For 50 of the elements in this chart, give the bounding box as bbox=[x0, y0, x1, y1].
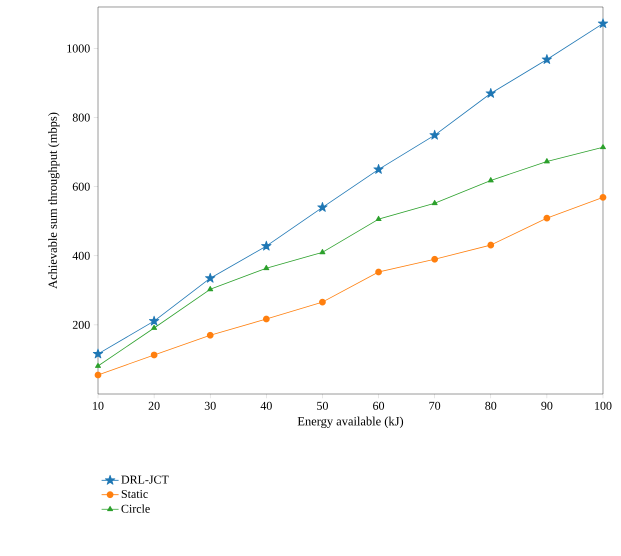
legend-label: Static bbox=[122, 490, 148, 498]
x-tick-label: 70 bbox=[429, 402, 440, 410]
point bbox=[262, 316, 270, 322]
point bbox=[317, 202, 328, 212]
point bbox=[488, 177, 494, 182]
point bbox=[263, 264, 270, 270]
point bbox=[319, 248, 326, 254]
point bbox=[373, 164, 384, 174]
x-tick-label: 60 bbox=[373, 402, 384, 410]
point bbox=[543, 214, 550, 222]
point bbox=[94, 372, 102, 378]
x-tick-label: 30 bbox=[204, 402, 216, 410]
point bbox=[544, 158, 550, 164]
x-axis-title: Energy available (kJ) bbox=[298, 416, 404, 428]
x-tick-label: 50 bbox=[317, 402, 328, 410]
x-tick-label: 90 bbox=[541, 402, 552, 410]
y-tick-label: 400 bbox=[72, 252, 90, 260]
point bbox=[430, 130, 440, 140]
point bbox=[600, 194, 606, 201]
point bbox=[205, 272, 216, 283]
x-tick-label: 10 bbox=[93, 402, 104, 410]
legend-label: Circle bbox=[121, 504, 150, 513]
point bbox=[95, 362, 101, 368]
point bbox=[600, 144, 606, 150]
point bbox=[542, 54, 552, 64]
point bbox=[375, 268, 382, 276]
point bbox=[319, 298, 326, 306]
x-tick-label: 100 bbox=[595, 402, 612, 410]
point bbox=[207, 286, 214, 292]
y-tick-label: 1000 bbox=[67, 44, 90, 52]
point bbox=[598, 18, 608, 28]
point bbox=[487, 242, 494, 248]
point bbox=[486, 88, 496, 98]
point bbox=[151, 324, 158, 330]
point bbox=[376, 216, 382, 222]
x-tick-label: 20 bbox=[148, 402, 160, 410]
y-tick-label: 200 bbox=[72, 320, 90, 329]
point bbox=[150, 352, 158, 358]
point bbox=[432, 200, 438, 206]
y-tick-label: 600 bbox=[72, 182, 90, 191]
point bbox=[431, 256, 438, 263]
point bbox=[261, 240, 272, 251]
x-tick-label: 40 bbox=[260, 402, 272, 410]
point bbox=[148, 316, 160, 326]
legend-label: DRL-JCT bbox=[121, 476, 169, 484]
point bbox=[92, 348, 104, 358]
point bbox=[206, 332, 214, 339]
y-tick-label: 800 bbox=[72, 114, 90, 122]
x-tick-label: 80 bbox=[485, 402, 496, 410]
y-axis-title: Achievable sum throughput (mbps) bbox=[48, 112, 60, 289]
